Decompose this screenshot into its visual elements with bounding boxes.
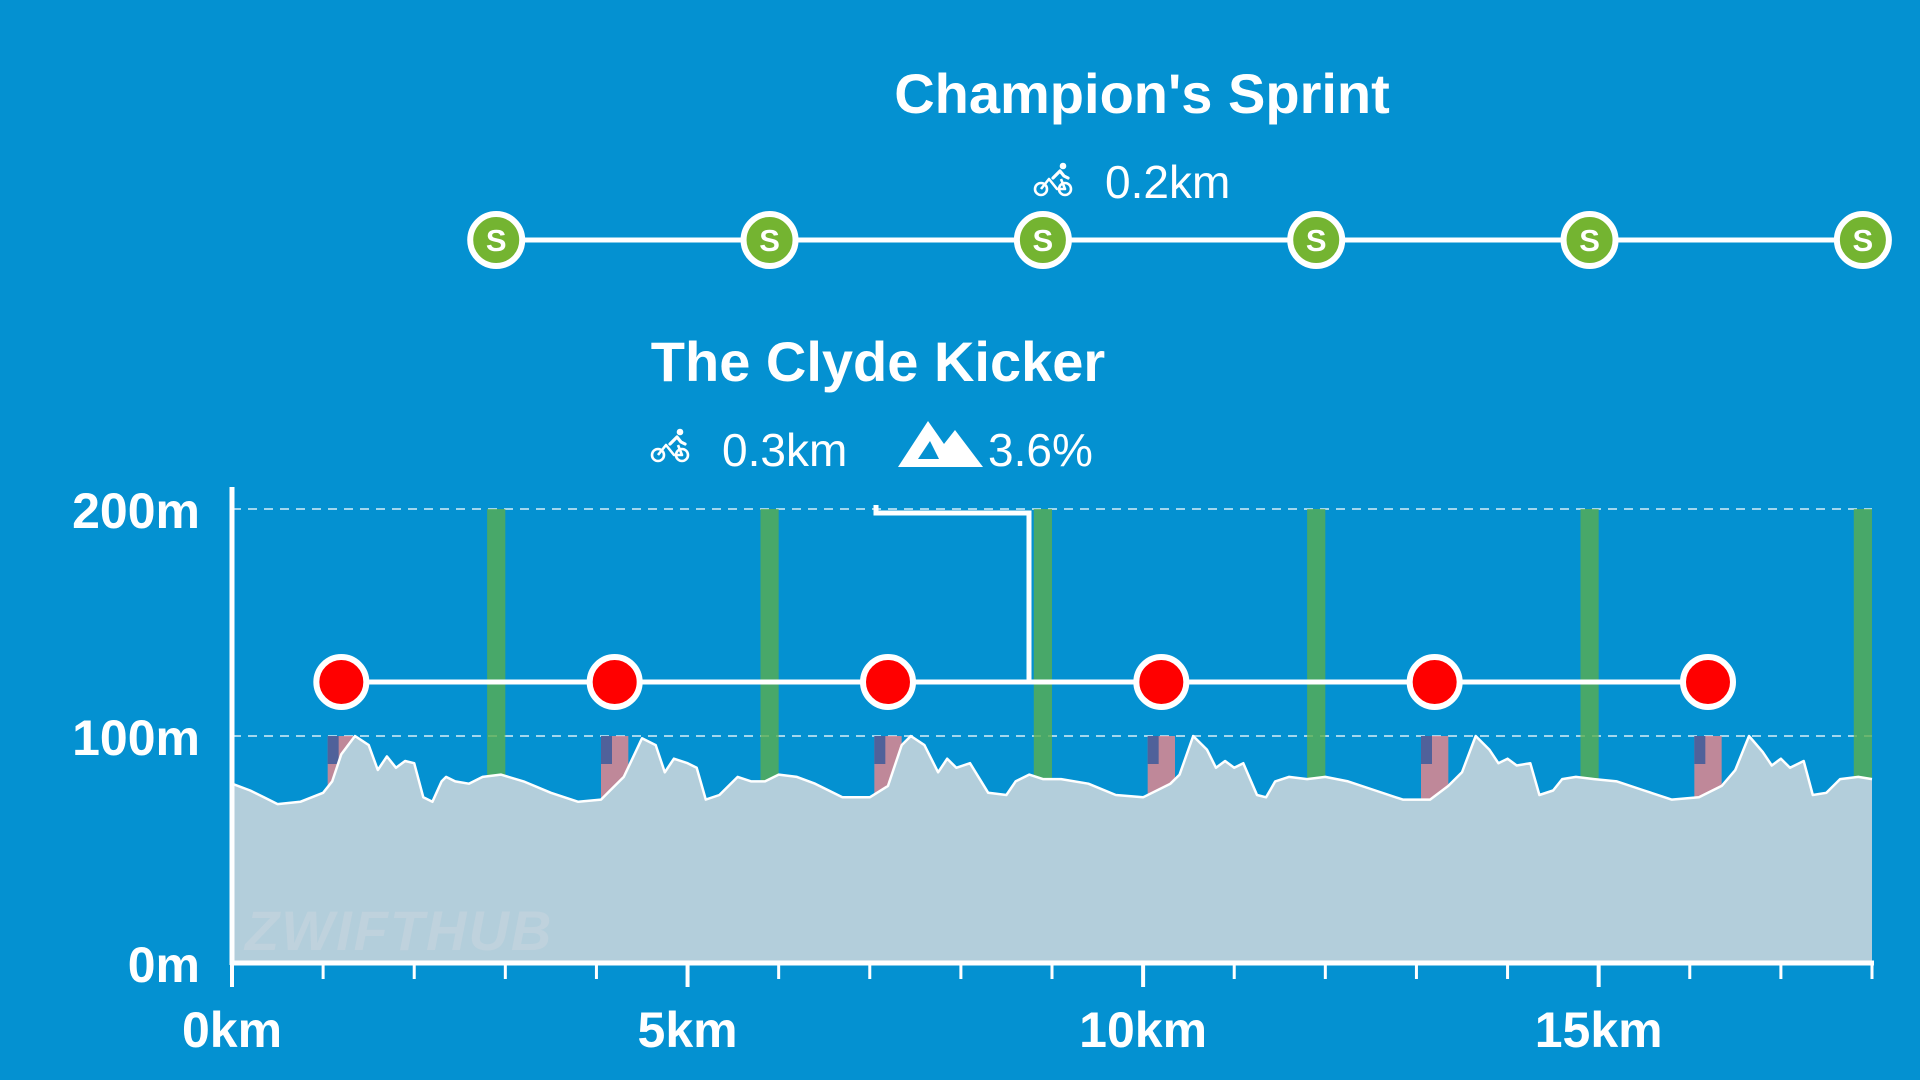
sprint-marker xyxy=(1833,211,1892,269)
y-tick-label: 200m xyxy=(72,483,200,539)
sprint-marker-letter: S xyxy=(486,223,507,258)
sprint-marker xyxy=(1013,211,1072,269)
sprint-marker-letter: S xyxy=(1306,223,1327,258)
sprint-marker-letter: S xyxy=(1033,223,1054,258)
sprint-name: Champion's Sprint xyxy=(894,62,1390,125)
climb-marker xyxy=(313,654,370,710)
elevation-line xyxy=(231,734,1873,806)
x-tick-label: 15km xyxy=(1535,1002,1663,1058)
climb-segment-start-mark xyxy=(601,736,612,764)
cyclist-icon xyxy=(650,427,690,463)
x-tick-label: 0km xyxy=(182,1002,282,1058)
climb-marker xyxy=(1406,654,1463,710)
climb-marker xyxy=(860,654,916,710)
sprint-label: Champion's Sprint 0.2km xyxy=(894,62,1390,208)
sprint-marker xyxy=(467,211,526,269)
mountain-icon xyxy=(898,421,983,467)
climb-label: The Clyde Kicker 0.3km 3.6% xyxy=(650,330,1105,476)
watermark-text: ZWIFTHUB xyxy=(243,899,553,962)
climb-marker xyxy=(1680,654,1736,710)
elevation-area xyxy=(232,736,1872,963)
climb-label-connector xyxy=(873,505,1032,682)
plot-area: ZWIFTHUB 0m 100m 200m 0km 5km 10km 15km xyxy=(72,483,1874,1058)
climb-marker xyxy=(586,654,643,710)
sprint-marker xyxy=(1560,211,1619,269)
sprint-marker-letter: S xyxy=(759,223,780,258)
climb-name: The Clyde Kicker xyxy=(651,330,1105,393)
axes: 0m 100m 200m 0km 5km 10km 15km xyxy=(72,483,1874,1058)
watermark: ZWIFTHUB xyxy=(243,899,553,962)
x-tick-label: 10km xyxy=(1079,1002,1207,1058)
climb-segment-start-mark xyxy=(1147,736,1159,764)
climb-segment-start-mark xyxy=(327,736,339,764)
sprint-distance: 0.2km xyxy=(1105,156,1230,208)
climb-segment-track xyxy=(313,654,1736,710)
climb-distance: 0.3km xyxy=(722,424,847,476)
sprint-marker xyxy=(740,211,799,269)
sprint-marker-letter: S xyxy=(1579,223,1600,258)
y-tick-label: 100m xyxy=(72,710,200,766)
elevation-profile xyxy=(231,734,1873,963)
cyclist-icon xyxy=(1033,161,1073,197)
climb-segment-start-mark xyxy=(1421,736,1432,764)
climb-segment-start-mark xyxy=(874,736,886,764)
sprint-marker-letter: S xyxy=(1853,223,1874,258)
sprint-marker xyxy=(1287,211,1346,269)
climb-gradient: 3.6% xyxy=(988,424,1093,476)
y-tick-label: 0m xyxy=(128,937,200,993)
climb-segment-start-mark xyxy=(1694,736,1706,764)
climb-marker xyxy=(1133,654,1190,710)
x-tick-label: 5km xyxy=(638,1002,738,1058)
